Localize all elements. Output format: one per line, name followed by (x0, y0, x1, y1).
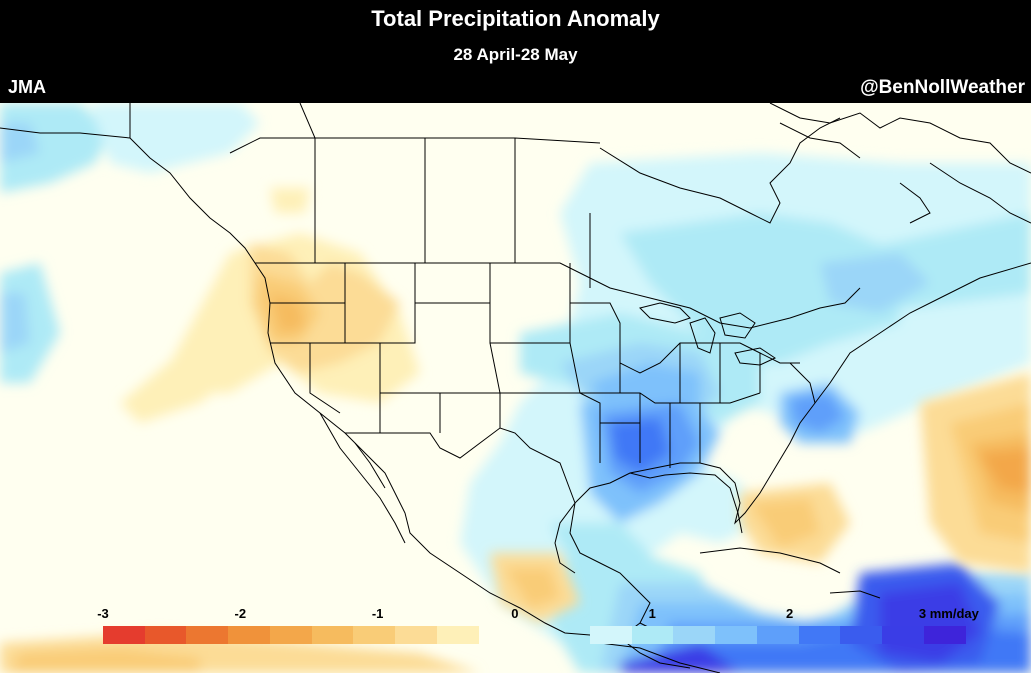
colorbar-swatch-wet (590, 626, 633, 644)
colorbar-swatch-dry (311, 626, 354, 644)
us-canada-border (255, 262, 861, 329)
gulf-of-mexico-coastline (554, 472, 743, 574)
colorbar-swatch-dry (186, 626, 229, 644)
colorbar-legend: -3 -2 -1 0 1 2 3 mm/day (0, 600, 1031, 650)
header: Total Precipitation Anomaly 28 April-28 … (0, 0, 1031, 103)
colorbar-tick-label: 3 mm/day (918, 606, 979, 621)
colorbar-swatch-wet (840, 626, 883, 644)
colorbar-swatch-dry (103, 626, 146, 644)
colorbar-tick-label: 0 (511, 606, 519, 621)
colorbar-swatch-dry (228, 626, 271, 644)
map-title: Total Precipitation Anomaly (371, 6, 660, 31)
colorbar-swatch-dry (144, 626, 187, 644)
colorbar-swatch-dry (269, 626, 312, 644)
us-state-borders (270, 263, 816, 468)
arctic-islands (769, 103, 1031, 224)
colorbar-tick-label: 1 (648, 606, 656, 621)
colorbar-tick-label: -3 (97, 606, 109, 621)
colorbar-tick-label: -1 (371, 606, 384, 621)
colorbar-swatch-wet (756, 626, 799, 644)
colorbar-tick-label: -2 (234, 606, 247, 621)
colorbar-swatch-wet (715, 626, 758, 644)
colorbar-swatch-dry (353, 626, 396, 644)
model-label: JMA (8, 77, 47, 97)
colorbar-swatch-wet (673, 626, 716, 644)
map-subtitle: 28 April-28 May (453, 45, 578, 64)
dry-anomaly-fields (0, 188, 1031, 673)
colorbar-swatch-dry (394, 626, 438, 644)
canada-province-borders (229, 103, 601, 288)
colorbar-tick-label: 2 (785, 606, 794, 621)
baja-california-coastline (319, 412, 406, 544)
colorbar-swatch-wet (923, 626, 966, 644)
great-lakes (639, 302, 777, 366)
colorbar-swatch-wet (631, 626, 674, 644)
precipitation-anomaly-map (0, 103, 1031, 673)
caribbean-coastline (599, 547, 881, 673)
hudson-bay-coastline (599, 117, 841, 224)
colorbar-swatch-wet (798, 626, 841, 644)
colorbar-swatch-dry (436, 626, 479, 644)
colorbar-swatch-wet (881, 626, 925, 644)
credit-label: @BenNollWeather (860, 77, 1025, 98)
us-mexico-border (345, 427, 576, 504)
